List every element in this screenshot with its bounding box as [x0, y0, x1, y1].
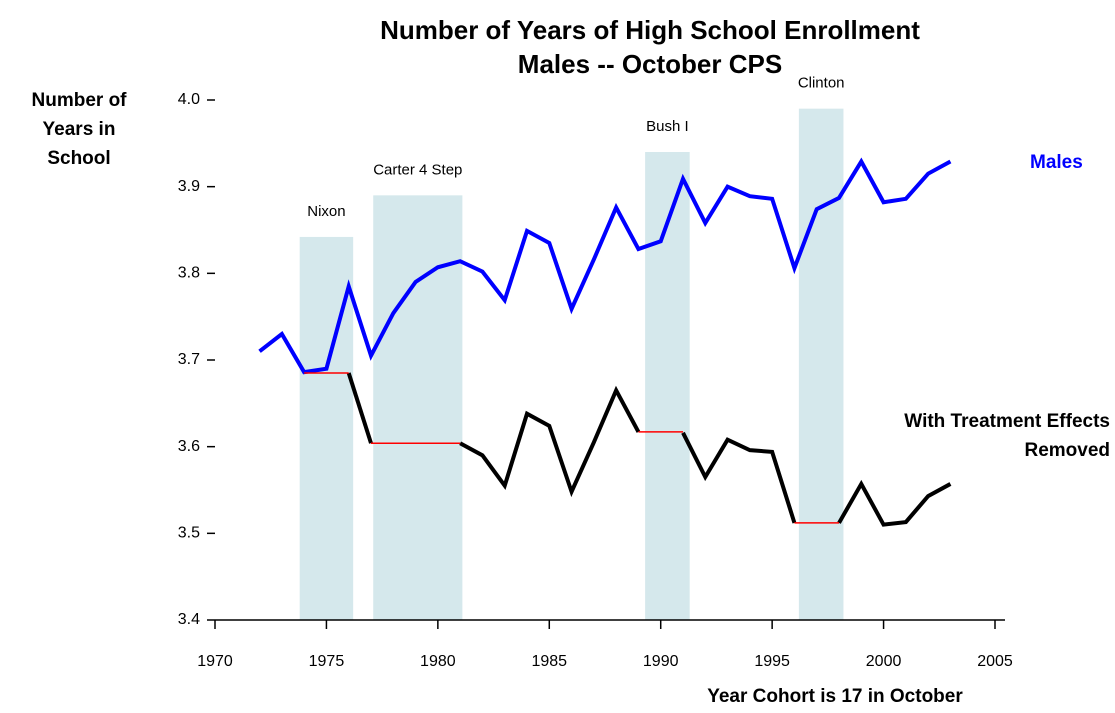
chart-title: Number of Years of High School Enrollmen… — [380, 15, 920, 45]
series-line — [681, 431, 797, 524]
x-tick-label: 1980 — [420, 653, 456, 670]
series-line — [837, 479, 952, 527]
y-tick-label: 3.5 — [178, 525, 200, 542]
x-axis-label: Year Cohort is 17 in October — [707, 686, 963, 707]
series-label: With Treatment Effects Removed — [904, 411, 1110, 461]
band-label: Carter 4 Step — [373, 161, 462, 178]
series-label: Males — [1030, 152, 1083, 173]
x-tick-label: 1995 — [754, 653, 790, 670]
y-tick-label: 3.9 — [178, 178, 200, 195]
chart-subtitle: Males -- October CPS — [518, 49, 782, 79]
band-label: Bush I — [646, 118, 689, 135]
series-line — [258, 157, 952, 375]
x-tick-label: 2000 — [866, 653, 902, 670]
y-tick-label: 3.4 — [178, 611, 200, 628]
series-line — [459, 385, 641, 498]
x-tick-label: 2005 — [977, 653, 1013, 670]
series-line — [346, 372, 373, 444]
band-label: Nixon — [307, 203, 345, 220]
band-label: Clinton — [798, 75, 845, 92]
x-tick-label: 1970 — [197, 653, 233, 670]
shaded-band — [645, 152, 690, 620]
shaded-band — [798, 108, 844, 621]
shaded-band — [373, 195, 463, 621]
y-tick-label: 4.0 — [178, 91, 200, 108]
y-tick-label: 3.8 — [178, 265, 200, 282]
x-tick-label: 1975 — [309, 653, 345, 670]
y-axis-label: Number of Years in School — [31, 90, 127, 169]
y-tick-label: 3.7 — [178, 351, 200, 368]
x-tick-label: 1985 — [531, 653, 567, 670]
x-tick-label: 1990 — [643, 653, 679, 670]
y-tick-label: 3.6 — [178, 438, 200, 455]
